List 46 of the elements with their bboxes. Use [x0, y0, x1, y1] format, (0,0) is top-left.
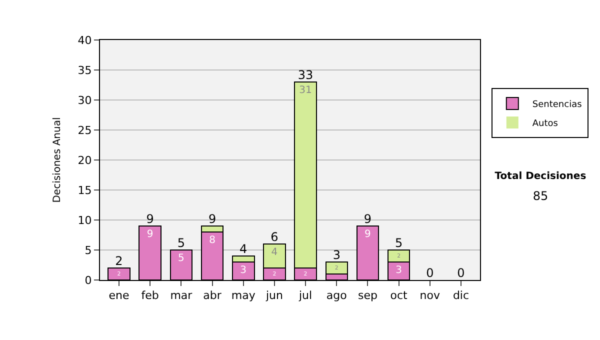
total-label: 0: [457, 266, 465, 280]
x-tick-label: jun: [264, 289, 283, 302]
y-axis-title: Decisiones Anual: [52, 117, 63, 203]
data-label: 9: [364, 229, 371, 240]
data-label: 9: [146, 229, 154, 240]
text: Total Decisiones: [494, 171, 586, 182]
x-tick-label: ene: [108, 289, 130, 302]
x-tick-label: feb: [141, 289, 159, 302]
y-tick-label: 15: [78, 184, 92, 197]
y-tick-label: 20: [78, 154, 92, 167]
x-tick-label: abr: [203, 289, 222, 302]
x-tick-label: oct: [390, 289, 408, 302]
total-label: 6: [270, 230, 278, 244]
x-tick-label: mar: [170, 289, 193, 302]
data-label: 4: [271, 247, 278, 258]
data-label: 5: [178, 253, 184, 264]
total-label: 4: [240, 242, 248, 256]
data-label: 31: [299, 85, 312, 96]
x-tick-label: ago: [326, 289, 348, 302]
total-label: 9: [364, 212, 372, 226]
legend-label: Autos: [532, 119, 558, 130]
total-label: 33: [298, 68, 314, 82]
y-tick-label: 0: [84, 274, 92, 287]
x-tick-label: sep: [358, 289, 378, 302]
y-tick-label: 30: [78, 94, 92, 107]
y-tick-label: 10: [78, 214, 92, 227]
total-label: 9: [146, 212, 154, 226]
y-tick-label: 35: [78, 64, 92, 77]
text: 85: [532, 189, 548, 203]
y-tick-label: 25: [78, 124, 92, 137]
x-tick-label: dic: [452, 289, 470, 302]
y-tick-label: 5: [84, 244, 92, 257]
total-label: 2: [115, 254, 123, 268]
x-tick-label: may: [231, 289, 256, 302]
x-tick-label: nov: [420, 289, 440, 302]
total-label: 5: [177, 236, 185, 250]
total-label: 3: [332, 248, 340, 262]
y-tick-label: 40: [78, 34, 92, 47]
total-label: 9: [208, 212, 216, 226]
legend-label: Sentencias: [532, 100, 582, 110]
data-label: 3: [240, 265, 247, 276]
data-label: 8: [209, 235, 216, 246]
data-label: 3: [396, 265, 402, 276]
total-label: 0: [426, 266, 434, 280]
x-tick-label: jul: [298, 289, 312, 302]
total-label: 5: [395, 236, 403, 250]
